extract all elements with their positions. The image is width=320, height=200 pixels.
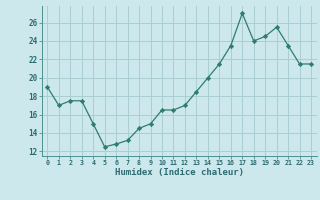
X-axis label: Humidex (Indice chaleur): Humidex (Indice chaleur): [115, 168, 244, 177]
